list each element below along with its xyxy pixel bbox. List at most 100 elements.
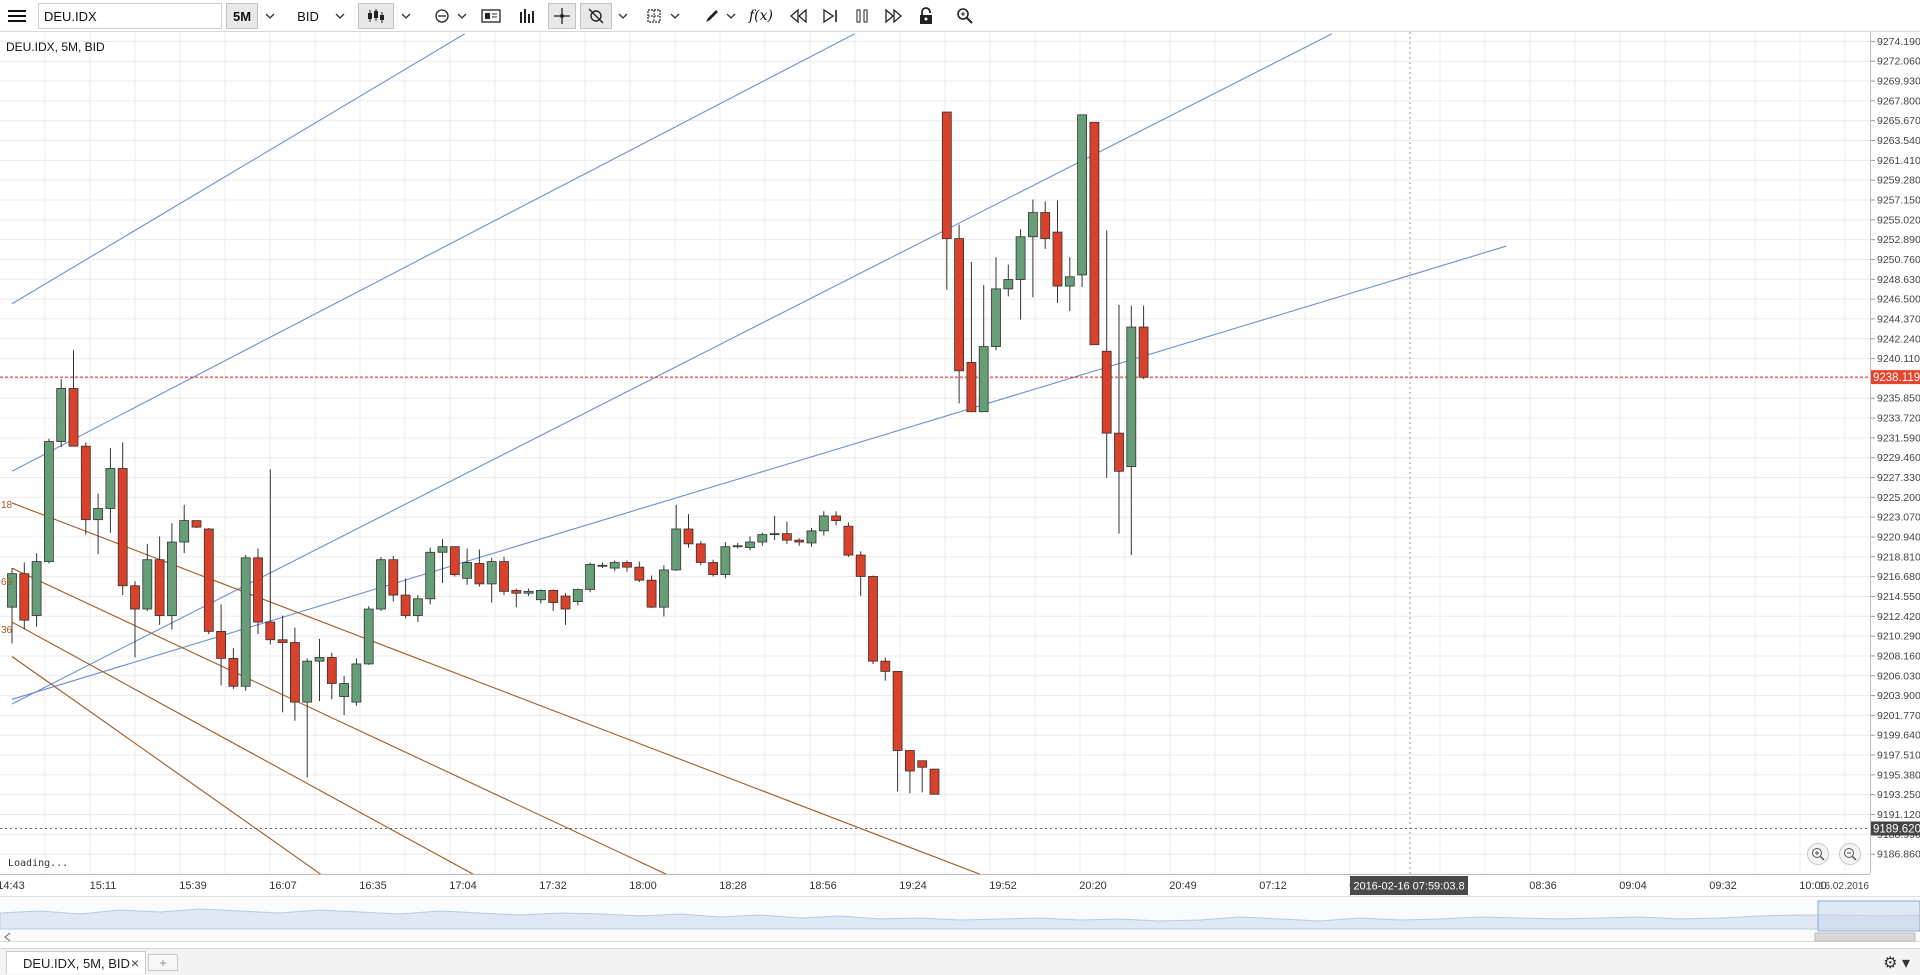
side-dropdown-chevron-icon[interactable]: [330, 3, 350, 29]
time-axis[interactable]: 14:43 15:11 15:39 16:07 16:35 17:04 17:32 18:00…: [0, 874, 1870, 896]
candle-body: [351, 663, 362, 703]
candle: [31, 553, 42, 627]
chart-tab-bar: DEU.IDX, 5M, BID × +: [0, 948, 1920, 975]
step-forward-icon[interactable]: [816, 3, 844, 29]
time-tick-label: 09:04: [1619, 880, 1647, 892]
crosshair-time-tag-bg: [1350, 876, 1468, 895]
add-tab-button[interactable]: +: [148, 954, 178, 971]
candle: [572, 588, 583, 606]
left-edge-price-label: 18: [1, 500, 13, 511]
candle: [843, 522, 854, 557]
grid-settings-icon[interactable]: [640, 3, 668, 29]
candle-body: [954, 238, 964, 372]
function-fx-icon[interactable]: f(x): [748, 8, 773, 24]
price-tick-label: 9220.940: [1877, 531, 1920, 543]
scroll-left-arrow-icon: [4, 932, 11, 942]
zoom-in-button[interactable]: [1807, 843, 1829, 865]
rewind-icon[interactable]: [784, 3, 812, 29]
price-axis[interactable]: 9274.190 9272.060 9269.930 9267.800 9265.670…: [1870, 32, 1920, 874]
symbol-input[interactable]: [38, 3, 222, 29]
crosshair-icon[interactable]: [548, 3, 576, 29]
time-tick-label: 07:12: [1259, 880, 1287, 892]
time-tick-label: 20:20: [1079, 880, 1107, 892]
price-chart[interactable]: [0, 32, 1870, 874]
candle: [437, 539, 448, 583]
side-select[interactable]: BID: [297, 8, 319, 24]
candle: [499, 556, 509, 596]
candle-body: [560, 595, 571, 610]
candle: [1101, 230, 1112, 478]
candle-body: [855, 554, 866, 577]
compare-icon[interactable]: [430, 3, 454, 29]
settings-gear-icon[interactable]: ⚙ ▾: [1883, 955, 1910, 972]
candle-body: [56, 388, 67, 442]
candle: [326, 652, 337, 700]
period-dropdown-chevron-icon[interactable]: [260, 3, 280, 29]
candle-body: [388, 559, 399, 596]
candle: [388, 555, 399, 602]
time-tick-label: 15:11: [90, 880, 117, 892]
lock-icon[interactable]: [914, 3, 938, 29]
drawing-tools-chevron-icon[interactable]: [722, 3, 740, 29]
magnet-icon[interactable]: [580, 3, 612, 29]
price-tick-label: 9246.500: [1877, 294, 1920, 306]
candle-body: [868, 576, 878, 662]
price-tick-label: 9210.290: [1877, 631, 1920, 643]
time-tick-label: 16:07: [269, 880, 297, 892]
candle-body: [548, 590, 559, 603]
loading-indicator: Loading...: [8, 858, 69, 869]
candle-body: [68, 388, 79, 447]
candle-body: [1003, 279, 1014, 290]
candle: [228, 648, 239, 690]
grid-chevron-icon[interactable]: [666, 3, 684, 29]
candle-body: [326, 657, 337, 684]
price-tick-label: 9197.510: [1877, 750, 1920, 762]
compare-chevron-icon[interactable]: [454, 3, 470, 29]
drawing-tools-pencil-icon[interactable]: [700, 3, 724, 29]
candle: [991, 257, 1001, 351]
navigator-window: [1817, 900, 1920, 932]
candle-body: [1052, 231, 1063, 287]
chart-navigator[interactable]: [0, 896, 1920, 942]
price-tick-label: 9208.160: [1877, 650, 1920, 662]
candle-body: [449, 546, 460, 575]
candle: [93, 493, 103, 555]
candle: [339, 676, 350, 716]
candle-body: [1114, 432, 1124, 472]
candle: [966, 261, 977, 413]
chart-tab[interactable]: DEU.IDX, 5M, BID ×: [6, 951, 146, 974]
candle: [609, 560, 620, 571]
candle: [130, 581, 140, 658]
fast-forward-icon[interactable]: [880, 3, 908, 29]
candlestick-type-icon[interactable]: [358, 3, 394, 29]
candle-body: [905, 750, 915, 772]
candle: [769, 515, 780, 541]
navigator-area: [0, 908, 1920, 930]
chart-type-chevron-icon[interactable]: [396, 3, 416, 29]
candle-body: [1126, 326, 1137, 468]
candle-body: [142, 559, 153, 610]
candle: [978, 285, 989, 413]
zoom-out-button[interactable]: [1839, 843, 1861, 865]
magnet-chevron-icon[interactable]: [614, 3, 632, 29]
candle-body: [806, 530, 817, 544]
candle-body: [240, 557, 251, 687]
period-button[interactable]: 5M: [226, 3, 258, 29]
indicators-icon[interactable]: [514, 3, 542, 29]
candle: [351, 658, 362, 706]
price-tick-label: 9235.850: [1877, 393, 1920, 405]
news-icon[interactable]: [478, 3, 504, 29]
hamburger-menu-icon[interactable]: [4, 3, 30, 29]
candle-body: [941, 111, 952, 240]
crosshair-time-tag: 2016-02-16 07:59:03.8: [1353, 881, 1464, 893]
candle-body: [695, 543, 706, 563]
cursor-price-tag: 9189.620: [1873, 823, 1920, 835]
candle-body: [499, 561, 509, 592]
zoom-icon[interactable]: [952, 3, 978, 29]
candle: [449, 546, 460, 577]
tab-close-icon[interactable]: ×: [130, 955, 139, 971]
time-tick-label: 09:32: [1709, 880, 1737, 892]
candle: [474, 549, 485, 587]
candle: [462, 548, 473, 585]
pause-icon[interactable]: [848, 3, 876, 29]
